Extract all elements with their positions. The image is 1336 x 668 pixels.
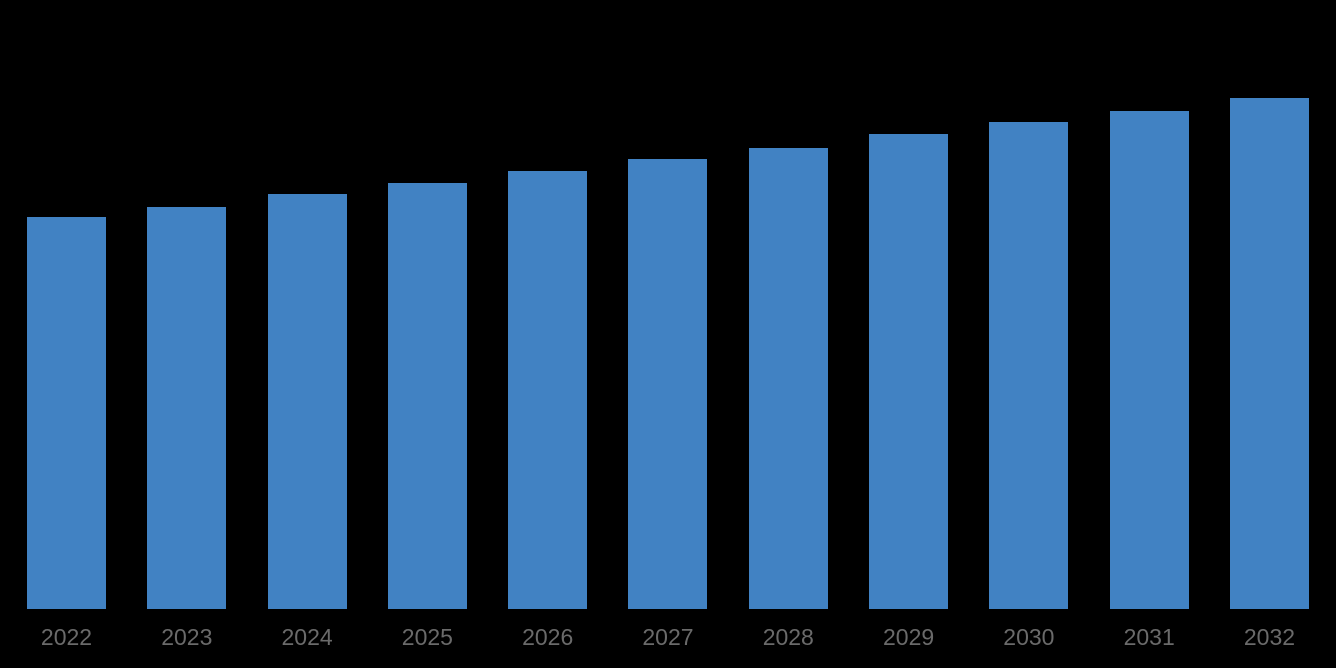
x-axis-label: 2031 [1123,624,1175,650]
bar [27,217,106,609]
bar-slot: 2032 [1229,0,1309,668]
bar-stack [628,0,708,609]
bar-stack [989,0,1069,609]
x-axis-label: 2029 [882,624,935,650]
bar-stack [387,0,467,609]
bar-stack [147,0,227,609]
bar [508,171,588,609]
bar [748,148,828,609]
x-axis-label: 2026 [522,624,574,650]
x-axis-label: 2024 [281,624,333,650]
bar-slot: 2022 [27,0,106,668]
bar [387,183,467,609]
bar-stack [1109,0,1189,609]
bar-slot: 2029 [869,0,949,668]
bar-slot: 2028 [748,0,828,668]
x-axis-label: 2022 [40,624,93,650]
bar-stack [1229,0,1309,609]
bar-stack [27,0,106,609]
x-axis-label: 2030 [1003,624,1055,650]
bar [989,122,1069,609]
bar-slot: 2023 [147,0,227,668]
bar [1109,111,1189,609]
x-axis-label: 2028 [762,624,814,650]
bar-slot: 2031 [1109,0,1189,668]
bar-slot: 2024 [267,0,347,668]
x-axis-label: 2027 [642,624,694,650]
x-axis-label: 2032 [1243,624,1296,650]
x-axis-label: 2025 [401,624,453,650]
bar [267,194,347,609]
bar-stack [508,0,588,609]
x-axis-label: 2023 [161,624,213,650]
bar [628,159,708,609]
bar [869,134,949,609]
bar-slot: 2027 [628,0,708,668]
bar-stack [267,0,347,609]
plot-area: 2022 2023 2024 2025 2026 2027 2028 2029 2030 2031… [27,0,1309,668]
bar [1229,98,1309,609]
bar-slot: 2026 [508,0,588,668]
bar [147,207,227,609]
bar-stack [748,0,828,609]
bar-slot: 2030 [989,0,1069,668]
bar-stack [869,0,949,609]
bar-slot: 2025 [387,0,467,668]
